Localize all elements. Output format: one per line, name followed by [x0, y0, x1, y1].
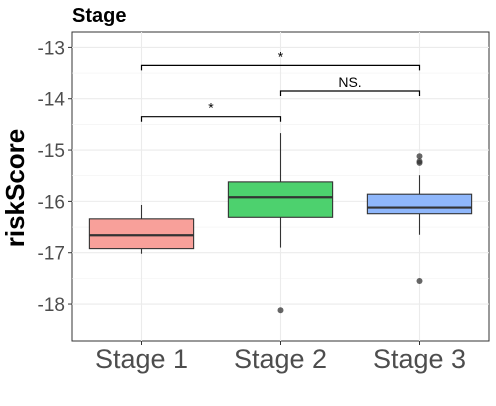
x-tick-label: Stage 2	[234, 344, 327, 374]
x-tick-label: Stage 1	[95, 344, 188, 374]
box-stage-2	[227, 181, 334, 218]
comparison-bracket	[279, 90, 421, 97]
comparison-bracket	[140, 64, 421, 71]
boxes	[88, 133, 473, 314]
chart-title: Stage	[72, 5, 126, 27]
y-tick-label: -18	[38, 295, 65, 316]
y-tick-label: -13	[38, 38, 65, 59]
y-axis: -18 -17 -16 -15 -14 -13	[38, 38, 72, 316]
box-stage-1	[88, 218, 195, 250]
y-tick-label: -16	[38, 192, 65, 213]
box-stage-3	[366, 193, 473, 215]
x-axis: Stage 1 Stage 2 Stage 3	[95, 341, 466, 374]
x-tick-label: Stage 3	[373, 344, 466, 374]
outlier-point	[416, 153, 423, 160]
significance-label: *	[278, 48, 284, 64]
comparison-bracket	[140, 116, 282, 122]
y-tick-label: -17	[38, 244, 65, 265]
outlier-point	[277, 307, 284, 314]
y-tick-label: -15	[38, 141, 65, 162]
y-axis-label: riskScore	[0, 129, 30, 248]
y-tick-label: -14	[38, 90, 66, 111]
significance-label: NS.	[338, 74, 361, 90]
significance-brackets: * NS. *	[140, 48, 421, 122]
outlier-point	[416, 159, 423, 166]
significance-label: *	[208, 100, 214, 116]
outlier-point	[416, 277, 423, 284]
